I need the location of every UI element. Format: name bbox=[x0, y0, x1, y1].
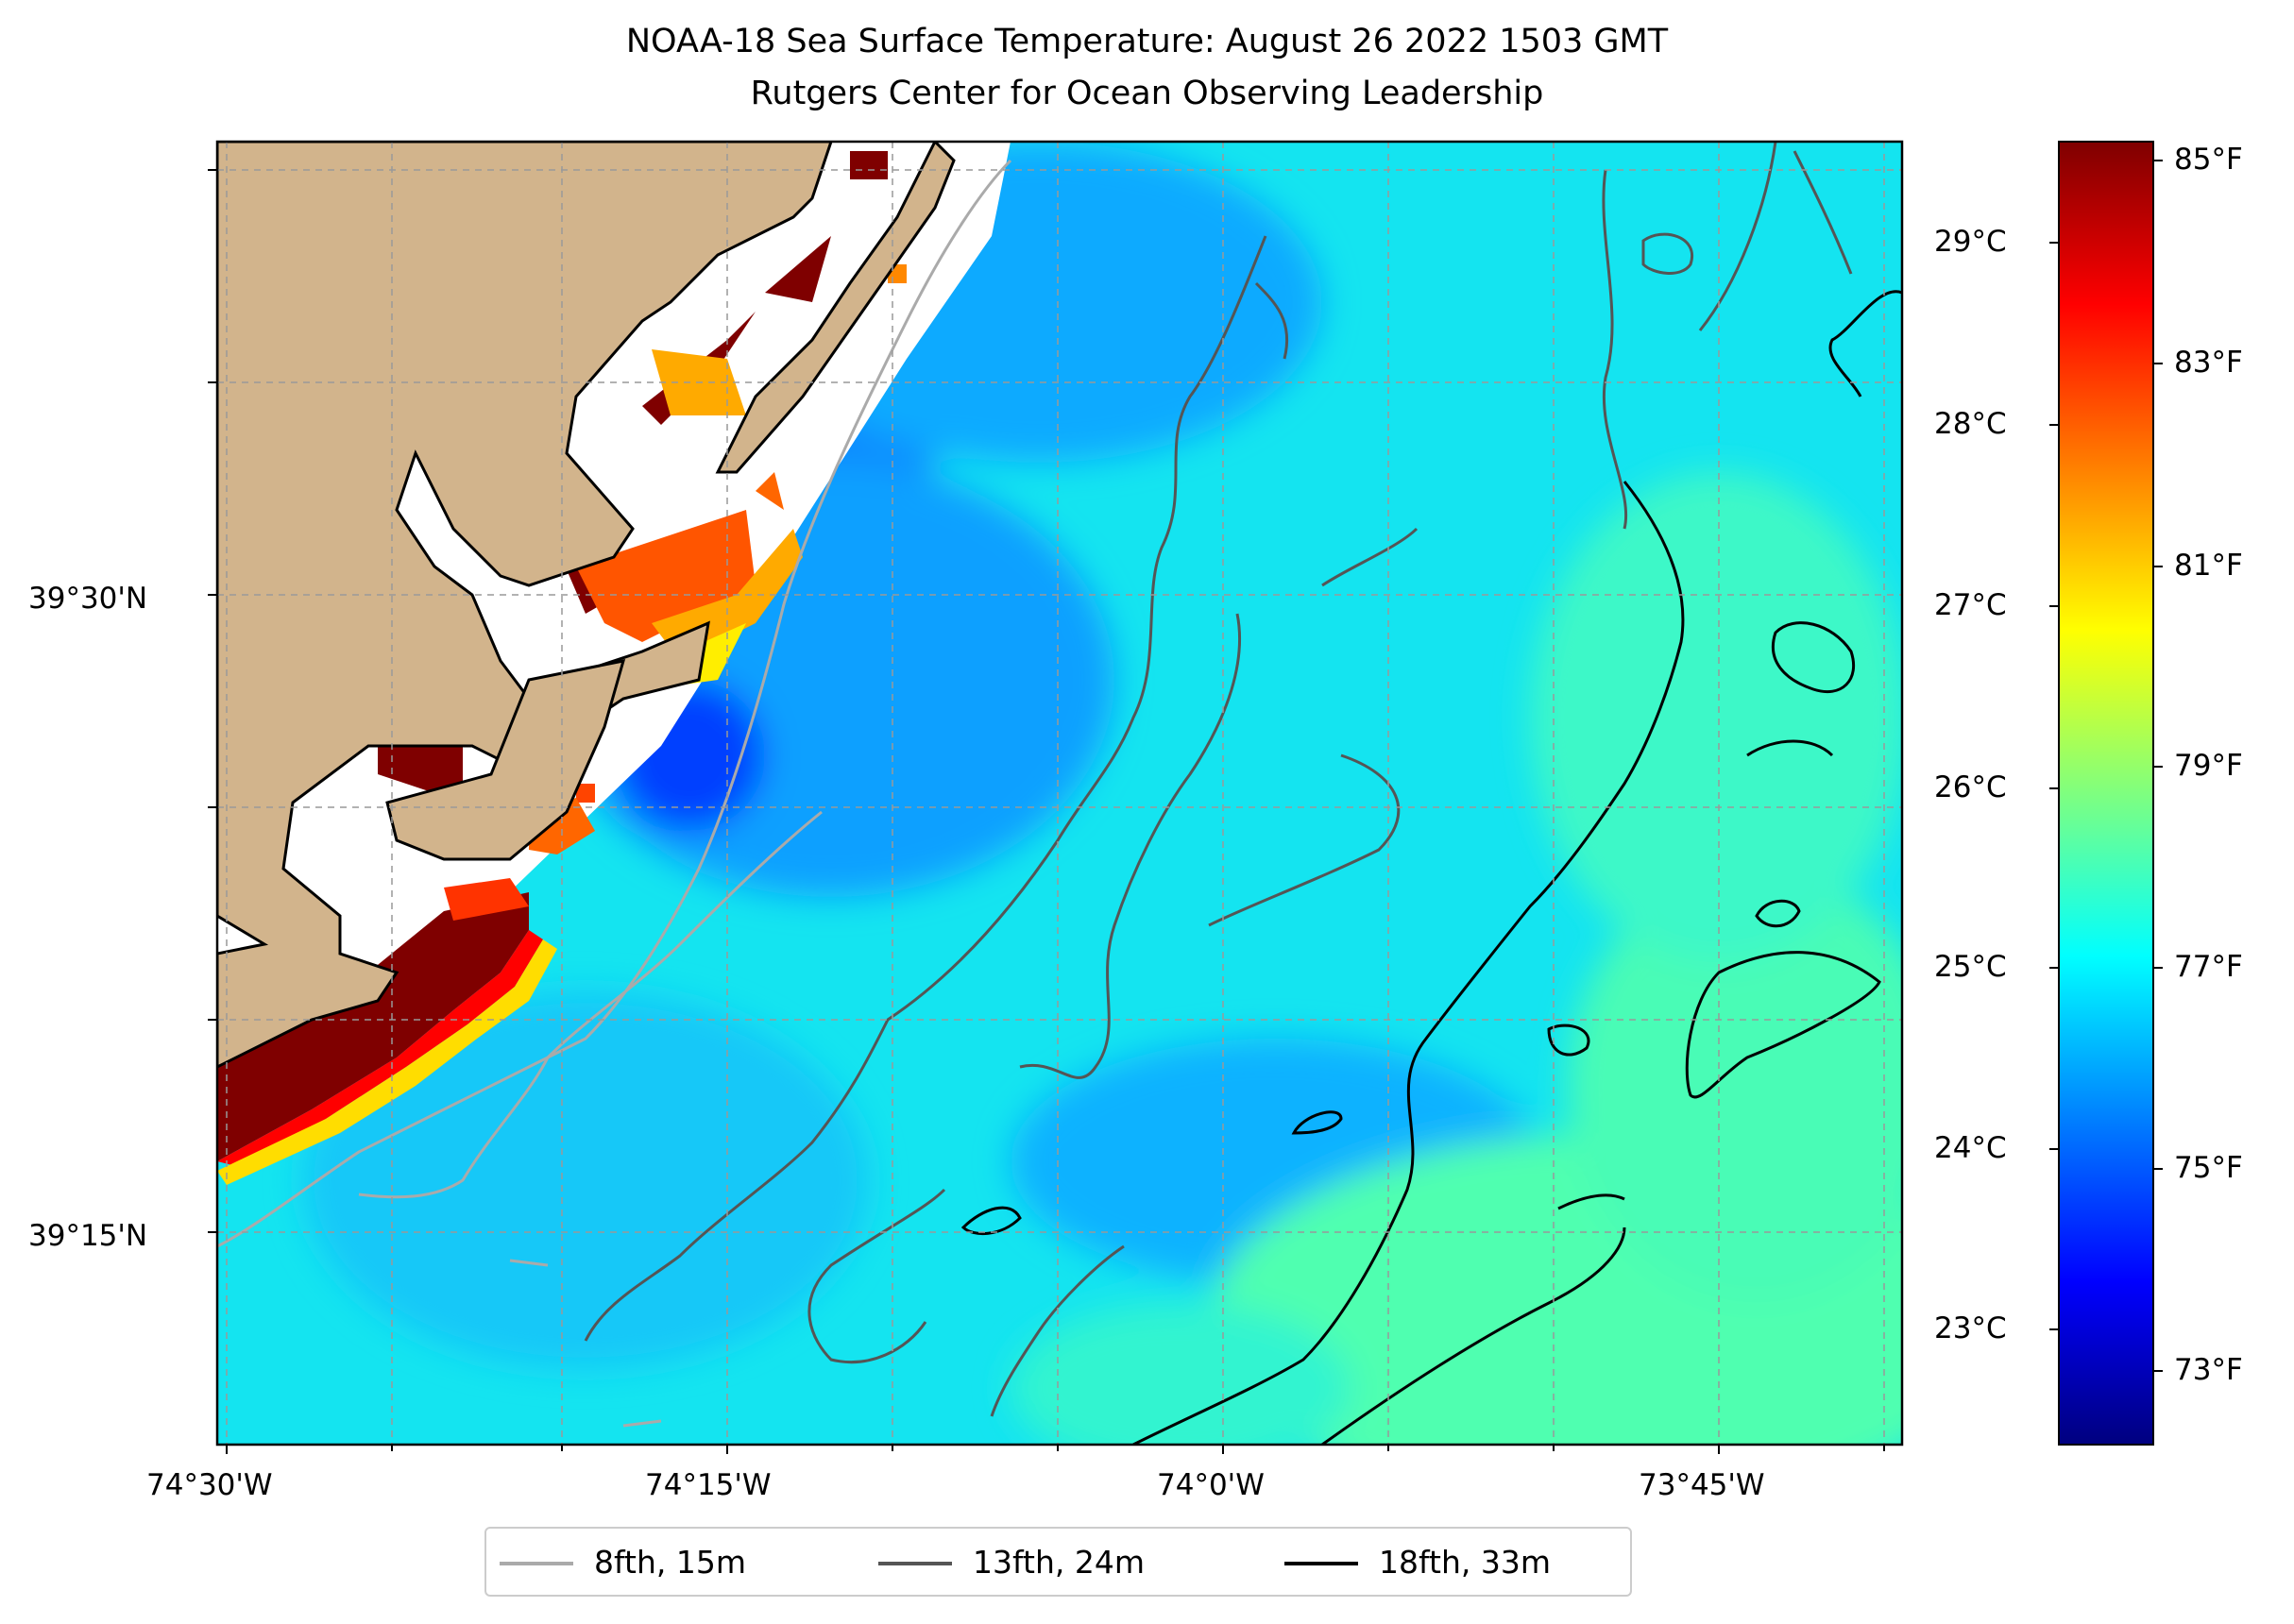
sst-field bbox=[217, 142, 1902, 1445]
contour-8fth bbox=[217, 159, 1012, 1428]
map-frame bbox=[215, 140, 1904, 1446]
colorbar-fahrenheit-label: 85°F bbox=[2174, 143, 2243, 177]
map-subtitle: Rutgers Center for Ocean Observing Leade… bbox=[750, 75, 1544, 112]
colorbar-celsius-label: 23°C bbox=[1934, 1311, 2007, 1345]
colorbar bbox=[2049, 141, 2163, 1446]
legend-line-8fth bbox=[500, 1562, 573, 1565]
warm-coastal-cells bbox=[217, 151, 907, 1185]
colorbar-fahrenheit-label: 83°F bbox=[2174, 346, 2243, 380]
x-tick-label: 73°45'W bbox=[1639, 1468, 1765, 1502]
legend-label: 8fth, 15m bbox=[594, 1544, 747, 1581]
colorbar-fahrenheit-label: 79°F bbox=[2174, 749, 2243, 783]
colorbar-celsius-label: 24°C bbox=[1934, 1131, 2007, 1165]
legend-line-18fth bbox=[1284, 1562, 1358, 1565]
colorbar-celsius-label: 26°C bbox=[1934, 770, 2007, 804]
contour-13fth bbox=[584, 142, 1853, 1417]
y-tick-label: 39°15'N bbox=[28, 1219, 148, 1253]
colorbar-fahrenheit-label: 77°F bbox=[2174, 950, 2243, 984]
colorbar-fahrenheit-label: 73°F bbox=[2174, 1353, 2243, 1387]
colorbar-celsius-label: 25°C bbox=[1934, 950, 2007, 984]
colorbar-celsius-label: 28°C bbox=[1934, 407, 2007, 441]
contour-legend: 8fth, 15m 13fth, 24m 18fth, 33m bbox=[484, 1527, 1632, 1597]
legend-line-13fth bbox=[878, 1562, 952, 1565]
colorbar-fahrenheit-label: 81°F bbox=[2174, 549, 2243, 583]
y-tick-label: 39°30'N bbox=[28, 582, 148, 616]
x-tick-label: 74°15'W bbox=[645, 1468, 772, 1502]
colorbar-fahrenheit-label: 75°F bbox=[2174, 1151, 2243, 1185]
x-tick-label: 74°0'W bbox=[1157, 1468, 1265, 1502]
legend-label: 13fth, 24m bbox=[973, 1544, 1145, 1581]
legend-label: 18fth, 33m bbox=[1379, 1544, 1551, 1581]
contour-18fth bbox=[960, 290, 1902, 1445]
map-title: NOAA-18 Sea Surface Temperature: August … bbox=[625, 23, 1669, 60]
land bbox=[217, 142, 956, 1069]
gridlines bbox=[217, 142, 1902, 1445]
colorbar-celsius-label: 29°C bbox=[1934, 225, 2007, 259]
colorbar-celsius-label: 27°C bbox=[1934, 588, 2007, 622]
x-tick-label: 74°30'W bbox=[146, 1468, 273, 1502]
